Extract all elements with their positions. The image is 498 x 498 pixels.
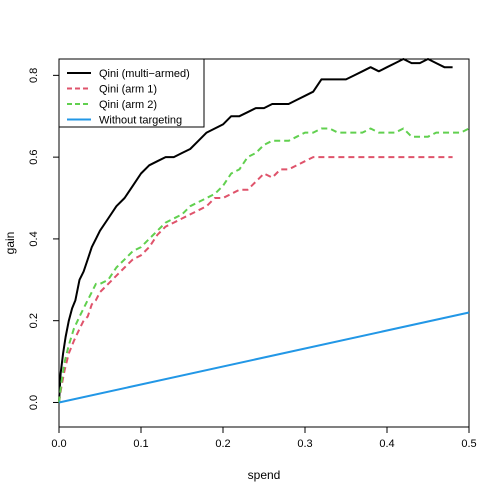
y-tick-label: 0.6 [28,149,40,164]
x-tick-label: 0.3 [297,438,312,450]
x-tick-label: 0.5 [461,438,476,450]
x-tick-label: 0.4 [379,438,394,450]
legend-label: Qini (arm 2) [99,99,157,111]
series-line-3 [58,127,470,403]
series-line-4 [58,311,470,404]
x-axis-title: spend [248,468,281,482]
y-tick-label: 0.2 [28,313,40,328]
x-tick-label: 0.1 [133,438,148,450]
series-lines [58,58,470,404]
y-tick-label: 0.0 [28,395,40,410]
y-axis-title: gain [3,232,17,255]
y-tick-label: 0.4 [28,231,40,246]
legend-label: Without targeting [99,115,182,127]
plot-frame [58,58,470,428]
y-axis: 0.0 0.2 0.4 0.6 0.8 [28,68,59,410]
y-tick-label: 0.8 [28,68,40,83]
series-line-2 [58,156,453,403]
legend-label: Qini (arm 1) [99,84,157,96]
legend: Qini (multi−armed) Qini (arm 1) Qini (arm … [58,58,205,128]
legend-box [58,58,205,128]
x-tick-label: 0.2 [215,438,230,450]
x-axis: 0.0 0.1 0.2 0.3 0.4 0.5 [51,427,477,450]
series-line-1 [58,58,453,403]
legend-label: Qini (multi−armed) [99,68,190,80]
x-tick-label: 0.0 [51,438,66,450]
